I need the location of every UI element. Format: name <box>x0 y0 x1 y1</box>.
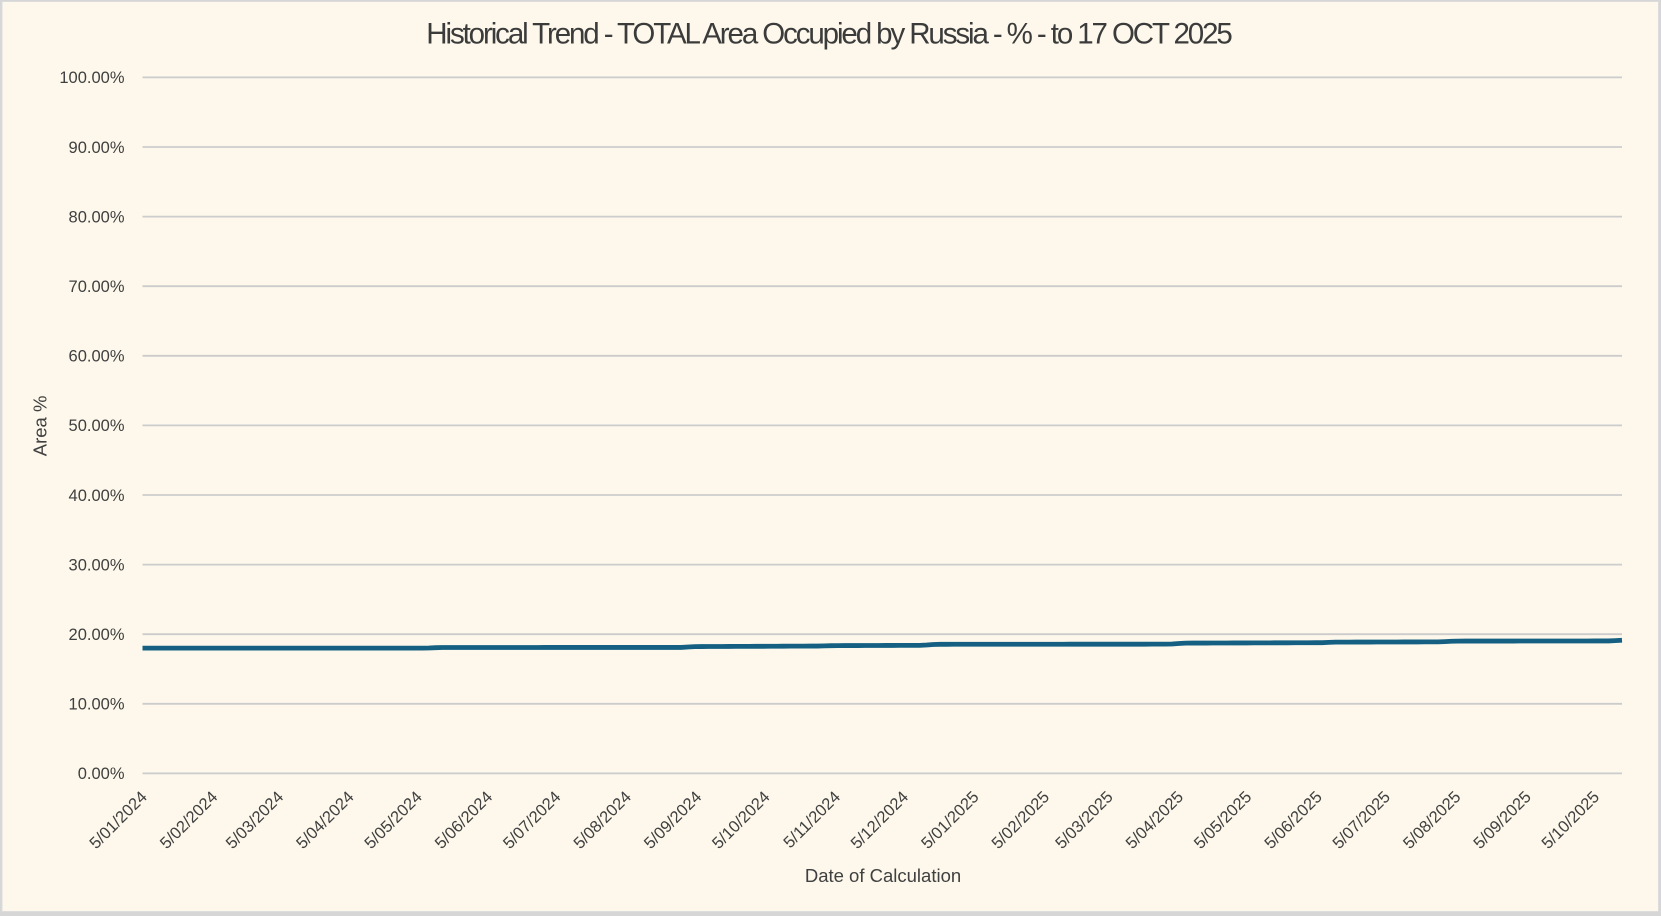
svg-text:50.00%: 50.00% <box>69 417 125 435</box>
svg-text:Historical Trend - TOTAL Area: Historical Trend - TOTAL Area Occupied b… <box>426 18 1232 51</box>
svg-text:Area %: Area % <box>30 396 51 457</box>
svg-text:40.00%: 40.00% <box>69 487 125 505</box>
svg-text:80.00%: 80.00% <box>69 208 125 226</box>
svg-text:90.00%: 90.00% <box>69 139 125 157</box>
svg-text:0.00%: 0.00% <box>78 765 125 783</box>
svg-text:20.00%: 20.00% <box>69 626 125 644</box>
svg-text:Date of Calculation: Date of Calculation <box>805 865 961 886</box>
svg-text:100.00%: 100.00% <box>59 69 124 87</box>
svg-text:10.00%: 10.00% <box>69 696 125 714</box>
svg-text:30.00%: 30.00% <box>69 556 125 574</box>
svg-text:60.00%: 60.00% <box>69 348 125 366</box>
svg-text:70.00%: 70.00% <box>69 278 125 296</box>
